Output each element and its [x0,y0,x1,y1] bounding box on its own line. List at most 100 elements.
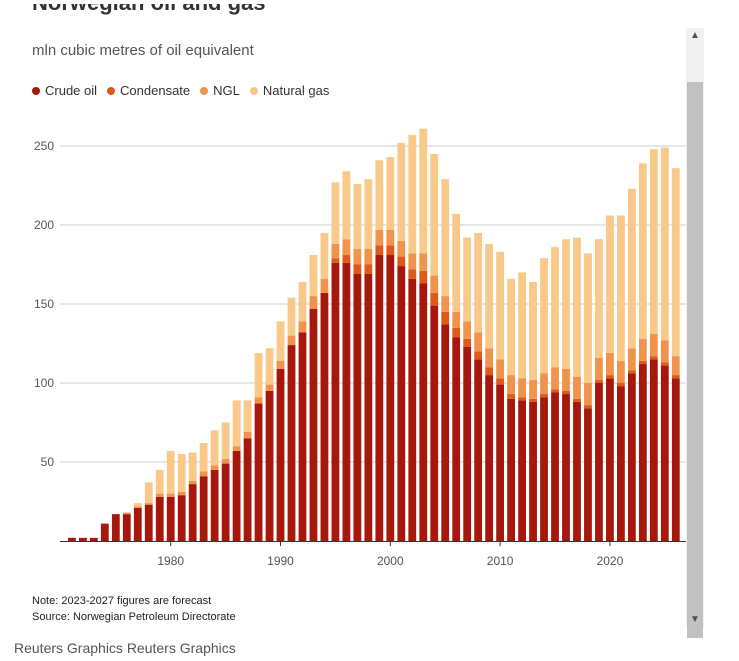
bar-segment-condensate [671,375,680,379]
bar-segment-crude-oil [221,463,230,541]
bar-segment-ngl [122,512,131,515]
bar-segment-crude-oil [562,394,570,541]
bar-segment-crude-oil [671,378,680,541]
bar-segment-crude-oil [441,324,450,541]
chart-subtitle: mln cubic metres of oil equivalent [32,42,254,59]
legend-label: Natural gas [262,83,330,98]
bar-segment-ngl [474,332,483,352]
bar-segment-crude-oil [100,523,109,541]
bar-segment-natural-gas [551,247,559,368]
bar-segment-natural-gas [155,469,164,494]
x-tick-label: 1990 [267,554,294,568]
bar-segment-crude-oil [287,345,296,541]
bar-segment-crude-oil [68,537,76,541]
bar-segment-natural-gas [188,452,197,481]
bar-segment-condensate [408,269,417,279]
bar-segment-condensate [353,264,362,274]
legend-label: Crude oil [45,83,98,98]
bar-segment-condensate [419,270,428,284]
bar-segment-natural-gas [430,153,439,276]
bar-segment-crude-oil [419,283,428,541]
legend-swatch-crude-oil [32,86,40,95]
bar-segment-crude-oil [507,398,515,541]
bar-segment-condensate [496,378,505,385]
legend-item-natural-gas: Natural gas [249,83,330,98]
y-tick-label: 250 [34,139,54,153]
legend-swatch-natural-gas [249,86,258,95]
bar-segment-ngl [540,373,548,395]
bar-segment-ngl [562,368,570,391]
bar-segment-condensate [331,258,340,263]
bar-segment-ngl [177,492,186,496]
bar-segment-crude-oil [397,266,406,541]
bar-segment-condensate [518,397,526,401]
bar-segment-crude-oil [452,337,461,541]
bar-segment-condensate [573,398,581,402]
bar-segment-ngl [133,506,142,508]
bar-segment-natural-gas [595,239,603,358]
bar-segment-crude-oil [144,504,153,541]
bar-segment-natural-gas [166,450,175,494]
source-text: Source: Norwegian Petroleum Directorate [32,611,236,623]
bar-segment-ngl [254,397,263,404]
bar-segment-condensate [606,375,614,379]
bar-segment-crude-oil [177,495,186,541]
bar-segment-natural-gas [562,239,570,369]
bar-segment-natural-gas [342,171,351,240]
y-tick-label: 50 [41,455,55,469]
scrollbar-thumb[interactable] [687,82,703,638]
chart-title: Norwegian oil and gas production [32,4,282,18]
bar-segment-natural-gas [364,179,373,249]
bar-segment-ngl [671,356,680,376]
bar-segment-ngl [627,348,636,371]
bar-segment-natural-gas [649,149,658,335]
bar-segment-condensate [430,292,439,306]
bar-segment-ngl [584,383,592,406]
bar-segment-crude-oil [529,401,537,541]
bar-segment-ngl [243,431,252,439]
bar-segment-natural-gas [606,215,614,353]
bar-segment-condensate [452,327,461,338]
bar-segment-natural-gas [210,430,219,466]
bar-segment-condensate [627,370,636,374]
scroll-down-icon[interactable]: ▼ [690,614,700,625]
bar-segment-crude-oil [430,305,439,541]
bar-segment-ngl [452,311,461,328]
bar-segment-crude-oil [584,408,592,541]
bar-segment-natural-gas [232,400,241,447]
legend-label: NGL [213,83,240,98]
bar-segment-condensate [397,256,406,267]
legend: Crude oil Condensate NGL Natural gas [32,83,329,98]
bar-segment-crude-oil [353,273,362,541]
bar-segment-natural-gas [617,215,625,361]
scroll-up-icon[interactable]: ▲ [690,30,700,41]
bar-segment-ngl [485,348,494,368]
bar-segment-ngl [210,465,219,470]
bar-segment-condensate [507,394,515,399]
y-tick-label: 100 [34,376,54,390]
bar-segment-crude-oil [364,273,373,541]
bar-segment-crude-oil [122,514,131,541]
bar-segment-ngl [408,253,417,270]
bar-segment-natural-gas [408,134,417,254]
bar-segment-condensate [485,367,494,376]
bar-segment-ngl [287,335,296,346]
bar-segment-crude-oil [551,392,559,541]
bar-segment-natural-gas [199,443,208,472]
bar-segment-crude-oil [485,375,494,541]
bar-segment-crude-oil [463,346,472,541]
bar-segment-ngl [419,253,428,271]
bar-segment-crude-oil [540,397,548,541]
bar-segment-ngl [309,296,318,309]
vertical-scrollbar[interactable]: ▲ ▼ [686,28,704,638]
bar-segment-natural-gas [320,232,329,279]
bar-segment-crude-oil [595,383,603,541]
bar-segment-ngl [265,384,274,391]
bar-segment-crude-oil [606,378,614,541]
bar-segment-condensate [463,338,472,347]
bar-segment-natural-gas [584,253,592,383]
stacked-bar-chart: 50 100 150 200 250 1980 1990 2000 2010 2020 [34,128,686,568]
bar-segment-ngl [232,446,241,451]
bar-segment-condensate [441,311,450,325]
bar-segment-crude-oil [188,484,197,541]
